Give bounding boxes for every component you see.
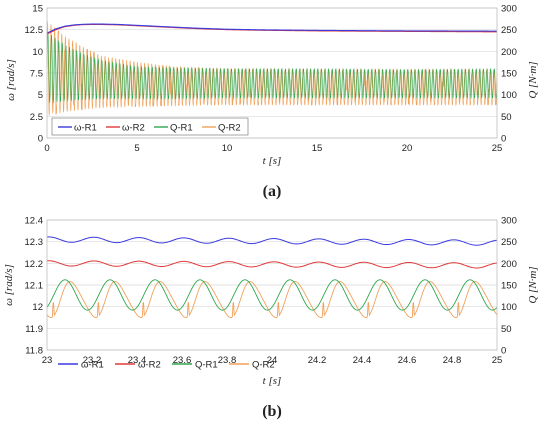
x-tick-label: 24.8 [443, 355, 462, 366]
legend-label: Q-R2 [252, 360, 275, 371]
x-tick-label: 5 [134, 143, 139, 154]
y-left-tick-label: 12.3 [25, 237, 44, 248]
legend-label: ω-R2 [122, 123, 145, 134]
y-right-tick-label: 250 [501, 25, 517, 36]
y-left-tick-label: 15 [32, 4, 43, 15]
legend-b: ω-R1 ω-R2 Q-R1 Q-R2 [58, 360, 275, 371]
x-tick-label: 20 [402, 143, 413, 154]
y-right-tick-label: 50 [501, 324, 512, 335]
y-right-tick-label: 0 [501, 346, 506, 357]
plot-frame-b [46, 219, 498, 351]
x-tick-label: 23.8 [218, 355, 237, 366]
legend-box-a [51, 117, 249, 136]
y-right-tick-label: 100 [501, 90, 517, 101]
legend-label: Q-R1 [195, 360, 218, 371]
x-label-a: t [s] [263, 155, 282, 167]
y-right-tick-label: 50 [501, 112, 512, 123]
legend-label: Q-R1 [170, 123, 193, 134]
series-line-q-r1-a [46, 32, 498, 104]
y-left-tick-label: 12.1 [25, 281, 44, 292]
x-tick-label: 24 [267, 355, 278, 366]
y-right-tick-label: 150 [501, 281, 517, 292]
x-tick-label: 0 [44, 143, 49, 154]
y-left-tick-label: 0 [38, 134, 43, 145]
series-line-omega-r1-a [46, 23, 497, 34]
y-left-tick-label: 12 [32, 302, 43, 313]
y-right-tick-label: 250 [501, 237, 517, 248]
y-right-tick-label: 300 [501, 216, 517, 227]
series-line-omega-r2-a [46, 23, 497, 35]
x-tick-label: 24.6 [398, 355, 417, 366]
y-left-tick-label: 10 [32, 47, 43, 58]
series-line-q-r1-b [46, 279, 498, 311]
x-tick-label: 25 [492, 355, 503, 366]
y-right-label-a: Q [N·m] [527, 61, 539, 98]
x-tick-label: 25 [492, 143, 503, 154]
y-right-tick-label: 150 [501, 69, 517, 80]
legend-a: ω-R1 ω-R2 Q-R1 Q-R2 [51, 117, 249, 136]
y-right-tick-label: 200 [501, 259, 517, 270]
series-line-q-r2-b [46, 281, 498, 318]
chart-panel-b: 11.8 11.9 12 12.1 12.2 12.3 12.4 0 50 100 150 200 25… [3, 216, 539, 421]
x-tick-label: 24.4 [353, 355, 372, 366]
legend-label: ω-R1 [74, 123, 97, 134]
series-line-omega-r2-b [46, 260, 498, 269]
grid-b [47, 219, 497, 351]
y-right-tick-label: 100 [501, 302, 517, 313]
panel-label-a: (a) [263, 183, 282, 200]
legend-label: ω-R1 [81, 360, 104, 371]
plot-area-b [46, 236, 498, 318]
y-left-tick-label: 12.2 [25, 259, 44, 270]
legend-label: Q-R2 [218, 123, 241, 134]
y-left-label-b: ω [rad/s] [3, 264, 15, 306]
y-left-label-a: ω [rad/s] [5, 59, 17, 101]
y-right-tick-label: 200 [501, 47, 517, 58]
series-line-q-r2-a [46, 21, 498, 116]
y-left-tick-label: 12.5 [25, 25, 44, 36]
x-tick-label: 23.6 [173, 355, 192, 366]
series-line-omega-r1-b [46, 236, 498, 246]
plot-frame-a [46, 7, 498, 139]
x-tick-label: 23.4 [128, 355, 147, 366]
y-left-tick-label: 5 [38, 90, 43, 101]
y-left-tick-label: 7.5 [30, 69, 43, 80]
y-right-tick-label: 300 [501, 4, 517, 15]
y-left-tick-label: 2.5 [30, 112, 43, 123]
panel-label-b: (b) [262, 403, 282, 420]
tick-labels-b: 11.8 11.9 12 12.1 12.2 12.3 12.4 0 50 100 150 200 25… [25, 216, 517, 367]
y-left-tick-label: 11.9 [25, 324, 43, 335]
x-label-b: t [s] [263, 375, 282, 387]
y-left-tick-label: 11.8 [25, 346, 43, 357]
legend-label: ω-R2 [138, 360, 161, 371]
plot-area-a [46, 21, 498, 116]
x-tick-label: 10 [222, 143, 233, 154]
x-tick-label: 15 [312, 143, 323, 154]
y-right-tick-label: 0 [501, 134, 506, 145]
y-left-tick-label: 12.4 [25, 216, 44, 227]
y-right-label-b: Q [N·m] [527, 266, 539, 303]
x-tick-label: 23 [42, 355, 53, 366]
x-tick-label: 23.2 [83, 355, 102, 366]
x-tick-label: 24.2 [308, 355, 327, 366]
